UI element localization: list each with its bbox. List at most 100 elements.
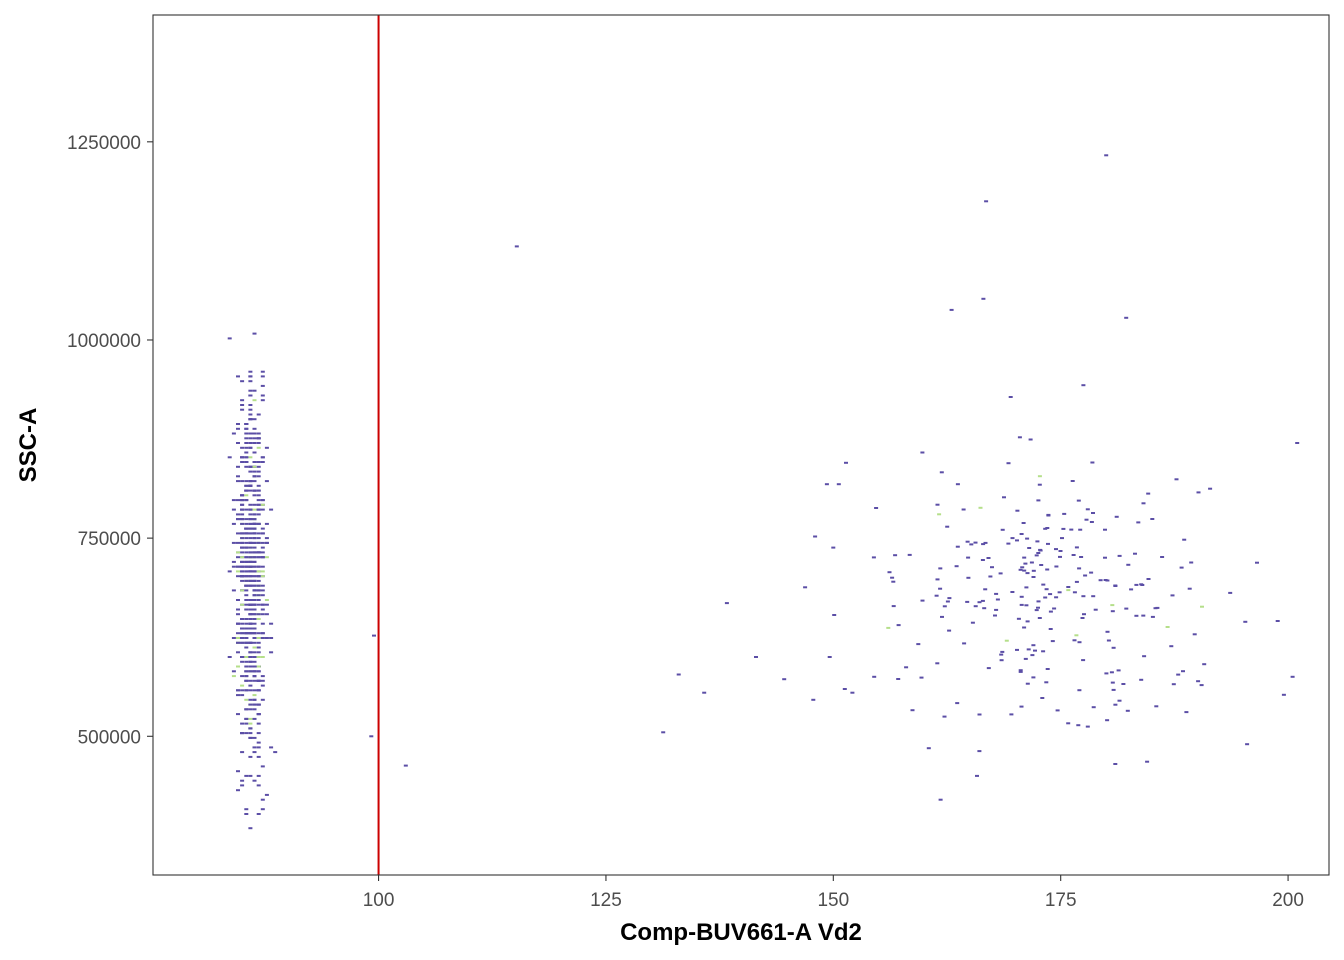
data-point xyxy=(1055,709,1060,712)
data-point xyxy=(1113,703,1118,706)
data-point xyxy=(1243,620,1248,623)
data-point xyxy=(252,708,257,711)
data-point xyxy=(1141,614,1146,617)
data-point xyxy=(252,470,257,473)
data-point xyxy=(244,522,249,525)
data-point xyxy=(1000,528,1005,531)
data-point xyxy=(260,589,265,592)
data-point xyxy=(244,594,249,597)
data-point xyxy=(260,808,265,811)
data-point xyxy=(252,613,257,616)
data-point xyxy=(1196,491,1201,494)
data-point xyxy=(260,622,265,625)
data-point xyxy=(1113,763,1118,765)
dense-point xyxy=(978,506,983,509)
data-point xyxy=(240,641,245,644)
data-point xyxy=(1117,699,1122,702)
data-point xyxy=(244,541,249,544)
dense-point xyxy=(240,603,245,606)
data-point xyxy=(248,522,253,525)
data-point xyxy=(264,480,269,483)
dense-point xyxy=(248,456,253,459)
data-point xyxy=(939,471,944,474)
data-point xyxy=(1179,566,1184,569)
data-point xyxy=(244,660,249,663)
data-point xyxy=(724,602,729,605)
data-point xyxy=(256,499,261,502)
data-point xyxy=(1104,672,1109,675)
data-point xyxy=(244,556,249,559)
y-tick-label: 500000 xyxy=(78,727,141,748)
data-point xyxy=(240,446,245,449)
data-point xyxy=(1103,528,1107,531)
data-point xyxy=(252,494,257,497)
data-point xyxy=(244,589,249,592)
data-point xyxy=(1139,678,1144,681)
data-point xyxy=(248,641,253,644)
data-point xyxy=(240,518,245,521)
data-point xyxy=(1121,683,1126,685)
data-point xyxy=(1043,596,1048,599)
data-point xyxy=(252,622,257,625)
data-point xyxy=(231,541,236,544)
data-point xyxy=(1245,743,1250,746)
data-point xyxy=(1045,668,1050,670)
data-point xyxy=(248,394,253,397)
data-point xyxy=(244,461,249,463)
data-point xyxy=(256,589,261,592)
data-point xyxy=(1069,528,1074,531)
data-point xyxy=(244,465,249,468)
data-point xyxy=(1036,552,1041,554)
data-point xyxy=(269,622,274,625)
data-point xyxy=(1187,587,1192,590)
data-point xyxy=(1030,654,1035,657)
data-point xyxy=(1038,549,1043,552)
data-point xyxy=(260,765,265,768)
data-point xyxy=(919,676,924,679)
data-point xyxy=(1006,462,1011,465)
data-point xyxy=(256,437,261,440)
data-point xyxy=(248,727,253,730)
data-point xyxy=(920,599,925,602)
data-point xyxy=(842,688,847,690)
data-point xyxy=(248,651,253,654)
dense-point xyxy=(256,656,261,658)
data-point xyxy=(1111,688,1116,691)
data-point xyxy=(1074,546,1079,549)
data-point xyxy=(248,599,253,601)
data-point xyxy=(231,522,236,525)
data-point xyxy=(244,599,249,601)
data-point xyxy=(403,764,408,767)
data-point xyxy=(264,613,269,616)
data-point xyxy=(248,627,253,630)
data-point xyxy=(244,774,249,777)
data-point xyxy=(1023,657,1028,660)
x-tick-label: 175 xyxy=(1045,890,1077,911)
data-point xyxy=(244,618,249,620)
data-point xyxy=(252,608,257,611)
data-point xyxy=(248,465,253,468)
data-point xyxy=(1084,518,1089,521)
data-point xyxy=(1045,568,1050,571)
data-point xyxy=(240,513,245,516)
dense-point xyxy=(1200,605,1204,608)
data-point xyxy=(988,575,993,578)
data-point xyxy=(1025,620,1030,623)
data-point xyxy=(1031,569,1036,572)
data-point xyxy=(993,614,997,617)
data-point xyxy=(236,518,240,521)
data-point xyxy=(256,513,261,516)
data-point xyxy=(260,527,265,530)
data-point xyxy=(240,570,245,573)
data-point xyxy=(252,437,257,440)
data-point xyxy=(248,518,253,521)
data-point xyxy=(248,446,253,449)
dense-point xyxy=(260,656,265,658)
data-point xyxy=(813,535,818,538)
data-point xyxy=(256,556,261,559)
data-point xyxy=(236,499,240,502)
data-point xyxy=(240,551,245,554)
data-point xyxy=(1089,571,1094,574)
data-point xyxy=(244,641,249,644)
data-point xyxy=(844,461,848,464)
